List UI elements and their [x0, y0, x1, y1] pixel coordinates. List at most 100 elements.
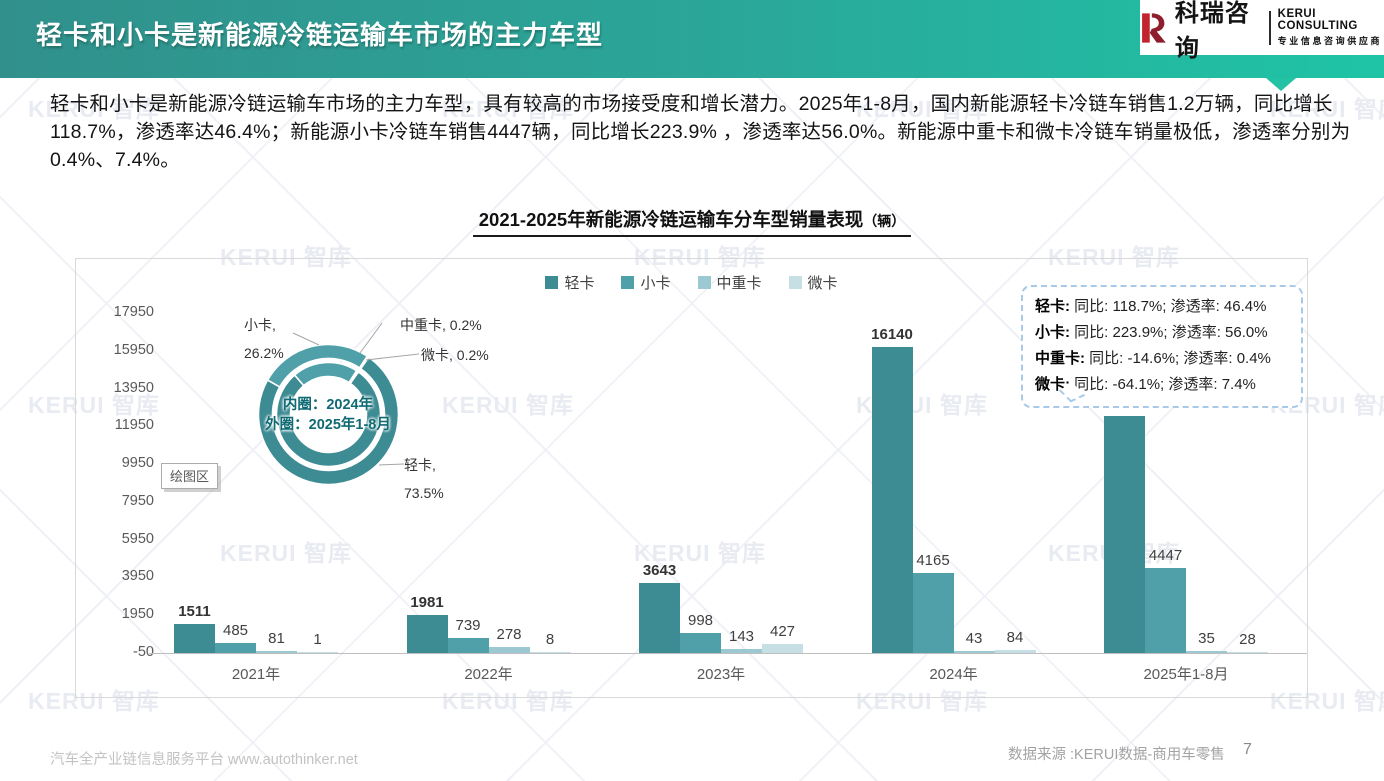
stats-line-name: 小卡:: [1035, 324, 1070, 341]
bar-value-label: 43: [965, 630, 983, 648]
bar-value-label: 4165: [916, 552, 950, 570]
legend-label: 小卡: [640, 275, 671, 292]
bar-value-label: 81: [268, 629, 285, 647]
bar-value-label: 3643: [642, 562, 677, 580]
x-tick-label: 2024年: [929, 666, 978, 683]
x-tick-label: 2023年: [696, 666, 746, 683]
page-title: 轻卡和小卡是新能源冷链运输车市场的主力车型: [36, 20, 604, 50]
logo-tagline: 专业信息咨询供应商: [1277, 36, 1383, 46]
bar-微卡-2021年: [297, 652, 338, 653]
doughnut-center-line2: 外圈：2025年1-8月: [265, 417, 391, 433]
bar-中重卡-2025年1-8月: [1186, 651, 1227, 653]
stats-callout-box: 轻卡: 同比: 118.7%; 渗透率: 46.4% 小卡: 同比: 223.9%…: [1021, 285, 1303, 408]
stats-line-中重卡: 中重卡: 同比: -14.6%; 渗透率: 0.4%: [1035, 346, 1289, 372]
summary-paragraph: 轻卡和小卡是新能源冷链运输车市场的主力车型，具有较高的市场接受度和增长潜力。20…: [50, 93, 1351, 171]
doughnut-label-text: 微卡, 0.2%: [421, 347, 489, 363]
bar-value-label: 739: [455, 617, 481, 635]
y-tick-label: 9950: [121, 455, 154, 472]
bar-微卡-2023年: [762, 643, 803, 653]
doughnut-chart: [257, 343, 400, 486]
bar-小卡-2024年: [912, 573, 954, 653]
watermark: KERUI 智库: [28, 392, 160, 418]
stats-line-values: 同比: 223.9%; 渗透率: 56.0%: [1070, 324, 1268, 341]
doughnut-segment: [348, 370, 360, 385]
doughnut-center-label: 内圈：2024年 外圈：2025年1-8月: [228, 395, 428, 435]
watermark: KERUI 智库: [442, 96, 574, 122]
chart-legend: 轻卡 小卡 中重卡 微卡: [76, 272, 1307, 293]
bar-微卡-2025年1-8月: [1227, 651, 1268, 653]
doughnut-callout: 小卡, 26.2%: [244, 311, 284, 367]
bar-value-label: 8: [545, 630, 555, 648]
bar-小卡-2021年: [215, 642, 256, 653]
logo-en-block: KERUI CONSULTING 专业信息咨询供应商: [1278, 8, 1384, 47]
watermark: KERUI 智库: [220, 244, 352, 270]
y-tick-label: 15950: [113, 341, 154, 358]
page-number: 7: [1243, 741, 1252, 758]
bar-轻卡-2025年1-8月: [1104, 416, 1145, 653]
bar-中重卡-2024年: [953, 651, 995, 653]
x-axis-line: [149, 653, 1307, 654]
doughnut-hole: [290, 376, 367, 453]
bar-轻卡-2022年: [406, 614, 448, 653]
watermark: KERUI 智库: [634, 540, 766, 566]
bar-微卡-2022年: [529, 651, 571, 653]
legend-swatch: [788, 276, 802, 289]
kerui-logo-icon: [1142, 12, 1166, 43]
watermark: KERUI 智库: [220, 540, 352, 566]
doughnut-callout: 中重卡, 0.2%: [400, 311, 482, 339]
plot-area-tooltip: 绘图区: [161, 463, 219, 489]
footer-platform-text: 汽车全产业链信息服务平台 www.autothinker.net: [50, 752, 358, 768]
bar-value-label: 485: [222, 621, 249, 639]
bar-value-label: 278: [496, 625, 522, 643]
bar-value-label: 427: [769, 622, 796, 640]
legend-item-中重卡: 中重卡: [697, 272, 762, 293]
legend-label: 轻卡: [564, 275, 595, 292]
legend-label: 微卡: [807, 275, 838, 292]
watermark: KERUI 智库: [856, 96, 988, 122]
bar-value-label: 1981: [410, 593, 444, 611]
legend-item-小卡: 小卡: [621, 272, 671, 293]
doughnut-label-text: 小卡,: [244, 317, 276, 333]
legend-item-轻卡: 轻卡: [545, 272, 594, 293]
stats-line-values: 同比: -14.6%; 渗透率: 0.4%: [1085, 350, 1271, 367]
header-pointer-triangle: [1266, 78, 1296, 91]
chart-title: 2021-2025年新能源冷链运输车分车型销量表现（辆）: [0, 206, 1384, 237]
y-tick-label: 17950: [113, 304, 154, 320]
bar-小卡-2022年: [447, 638, 489, 653]
watermark: KERUI 智库: [1048, 244, 1180, 270]
doughnut-center-line1: 内圈：2024年: [282, 397, 374, 413]
bar-value-label: 35: [1198, 630, 1215, 648]
bar-value-label: 28: [1239, 630, 1256, 648]
bar-轻卡-2023年: [639, 583, 680, 653]
y-tick-label: 7950: [121, 492, 154, 509]
doughnut-label-value: 73.5%: [404, 485, 444, 501]
bar-value-label: 143: [728, 628, 755, 646]
stats-line-values: 同比: 118.7%; 渗透率: 46.4%: [1070, 298, 1267, 315]
legend-swatch: [621, 276, 635, 289]
y-tick-label: 11950: [114, 417, 154, 434]
bar-轻卡-2021年: [174, 623, 215, 653]
doughnut-callout: 微卡, 0.2%: [421, 341, 489, 369]
bar-小卡-2025年1-8月: [1145, 568, 1186, 653]
stats-line-values: 同比: -64.1%; 渗透率: 7.4%: [1070, 376, 1256, 393]
bar-value-label: 4447: [1148, 547, 1183, 565]
legend-swatch: [545, 276, 559, 289]
bar-微卡-2024年: [994, 650, 1036, 653]
legend-swatch: [697, 276, 711, 289]
logo-cn-text: 科瑞咨询: [1174, 0, 1250, 62]
y-tick-label: 1950: [121, 606, 154, 623]
bar-value-label: 16140: [871, 326, 913, 344]
stats-line-name: 轻卡:: [1035, 298, 1070, 315]
watermark: KERUI 智库: [28, 96, 160, 122]
logo-en-text: KERUI CONSULTING: [1277, 8, 1358, 32]
watermark: KERUI 智库: [856, 688, 988, 714]
doughnut-segment: [257, 356, 400, 486]
x-tick-label: 2021年: [231, 666, 281, 683]
company-logo: 科瑞咨询 KERUI CONSULTING 专业信息咨询供应商: [1140, 0, 1384, 62]
stats-line-轻卡: 轻卡: 同比: 118.7%; 渗透率: 46.4%: [1035, 294, 1289, 320]
chart-panel: 轻卡 小卡 中重卡 微卡 17950 15950 13950 11950 9950 7950 59…: [75, 258, 1308, 698]
doughnut-segment: [275, 370, 382, 468]
doughnut-label-text: 中重卡, 0.2%: [400, 317, 482, 333]
watermark: KERUI 智库: [442, 688, 574, 714]
